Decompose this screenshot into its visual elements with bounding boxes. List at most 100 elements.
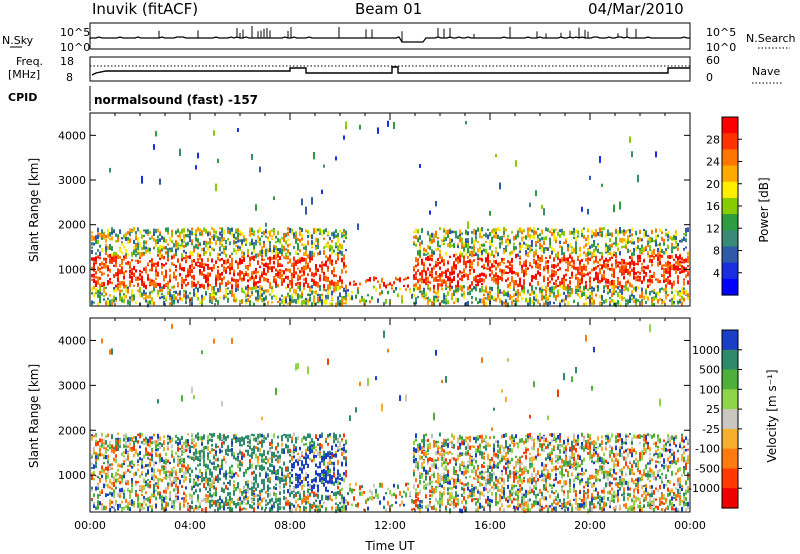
scatter-cell — [531, 240, 533, 243]
scatter-cell — [111, 481, 113, 485]
scatter-cell — [167, 445, 169, 449]
scatter-cell — [157, 238, 159, 242]
scatter-cell — [299, 227, 301, 230]
scatter-cell — [561, 257, 563, 263]
scatter-cell — [93, 265, 95, 268]
scatter-cell — [279, 263, 281, 266]
scatter-cell — [219, 448, 221, 454]
scatter-cell — [423, 295, 425, 299]
scatter-cell — [561, 285, 563, 290]
scatter-cell — [529, 282, 531, 287]
colorbar-swatch — [722, 133, 738, 150]
scatter-cell — [653, 288, 655, 292]
scatter-cell — [185, 448, 187, 452]
scatter-cell — [645, 295, 647, 299]
scatter-cell — [97, 227, 99, 233]
scatter-cell — [471, 288, 473, 292]
scatter-cell — [153, 486, 155, 491]
scatter-cell — [465, 238, 467, 244]
scatter-cell — [171, 232, 173, 236]
scatter-cell — [645, 266, 647, 270]
scatter-cell — [525, 235, 527, 240]
scatter-cell — [119, 264, 121, 268]
scatter-cell — [629, 261, 631, 266]
scatter-cell — [139, 230, 141, 234]
scatter-cell — [93, 449, 95, 454]
scatter-cell — [203, 508, 205, 512]
scatter-cell — [589, 283, 591, 288]
scatter-cell — [305, 297, 307, 302]
scatter-cell — [443, 298, 445, 304]
scatter-cell — [485, 257, 487, 262]
scatter-cell — [529, 248, 531, 253]
scatter-cell — [105, 442, 107, 446]
scatter-cell — [653, 302, 655, 306]
scatter-cell — [263, 263, 265, 267]
scatter-cell — [197, 280, 199, 285]
scatter-cell — [151, 508, 153, 512]
scatter-cell — [673, 235, 675, 240]
scatter-cell — [355, 282, 357, 286]
scatter-cell — [659, 256, 661, 261]
scatter-cell — [109, 466, 111, 471]
scatter-cell — [509, 267, 511, 271]
scatter-cell — [555, 282, 557, 288]
scatter-cell — [117, 437, 119, 441]
scatter-cell — [179, 245, 181, 250]
scatter-cell — [121, 299, 123, 303]
scatter-cell — [111, 281, 113, 285]
scatter-cell — [117, 237, 119, 243]
scatter-cell — [609, 267, 611, 271]
scatter-cell — [105, 286, 107, 289]
scatter-cell — [473, 245, 475, 250]
scatter-cell — [497, 236, 499, 240]
scatter-cell — [635, 301, 637, 306]
scatter-cell — [181, 284, 183, 289]
scatter-cell — [275, 268, 277, 272]
scatter-cell — [605, 284, 607, 288]
scatter-cell — [317, 228, 319, 232]
scatter-cell — [193, 282, 195, 287]
scatter-cell — [301, 300, 303, 306]
scatter-cell — [615, 228, 617, 232]
scatter-cell — [193, 507, 195, 512]
scatter-cell — [211, 247, 213, 251]
scatter-cell — [559, 293, 561, 297]
scatter-cell — [545, 300, 547, 305]
scatter-cell — [317, 293, 319, 297]
scatter-cell — [439, 249, 441, 253]
scatter-cell — [159, 296, 161, 300]
scatter-cell — [309, 287, 311, 292]
scatter-cell — [531, 248, 533, 252]
scatter-cell — [131, 267, 133, 271]
scatter-cell — [215, 452, 217, 457]
scatter-cell — [603, 277, 605, 281]
scatter-cell — [91, 488, 93, 492]
scatter-cell — [91, 466, 93, 470]
scatter-cell — [509, 281, 511, 286]
scatter-cell — [171, 301, 173, 307]
scatter-cell — [125, 262, 127, 265]
scatter-cell — [583, 251, 585, 255]
scatter-cell — [541, 260, 543, 263]
scatter-cell — [259, 285, 261, 291]
scatter-cell — [341, 246, 343, 249]
scatter-cell — [403, 284, 405, 288]
scatter-cell — [155, 262, 157, 266]
scatter-cell — [289, 294, 291, 298]
scatter-cell — [123, 271, 125, 276]
scatter-cell — [91, 234, 93, 240]
scatter-cell — [649, 290, 651, 296]
scatter-cell — [335, 156, 337, 161]
scatter-cell — [623, 237, 625, 242]
scatter-cell — [473, 248, 475, 254]
scatter-cell — [457, 287, 459, 292]
scatter-cell — [175, 296, 177, 301]
scatter-cell — [107, 274, 109, 277]
scatter-cell — [667, 276, 669, 279]
scatter-cell — [253, 256, 255, 262]
scatter-cell — [247, 298, 249, 302]
scatter-cell — [305, 246, 307, 251]
scatter-cell — [677, 266, 679, 271]
scatter-cell — [499, 236, 501, 241]
